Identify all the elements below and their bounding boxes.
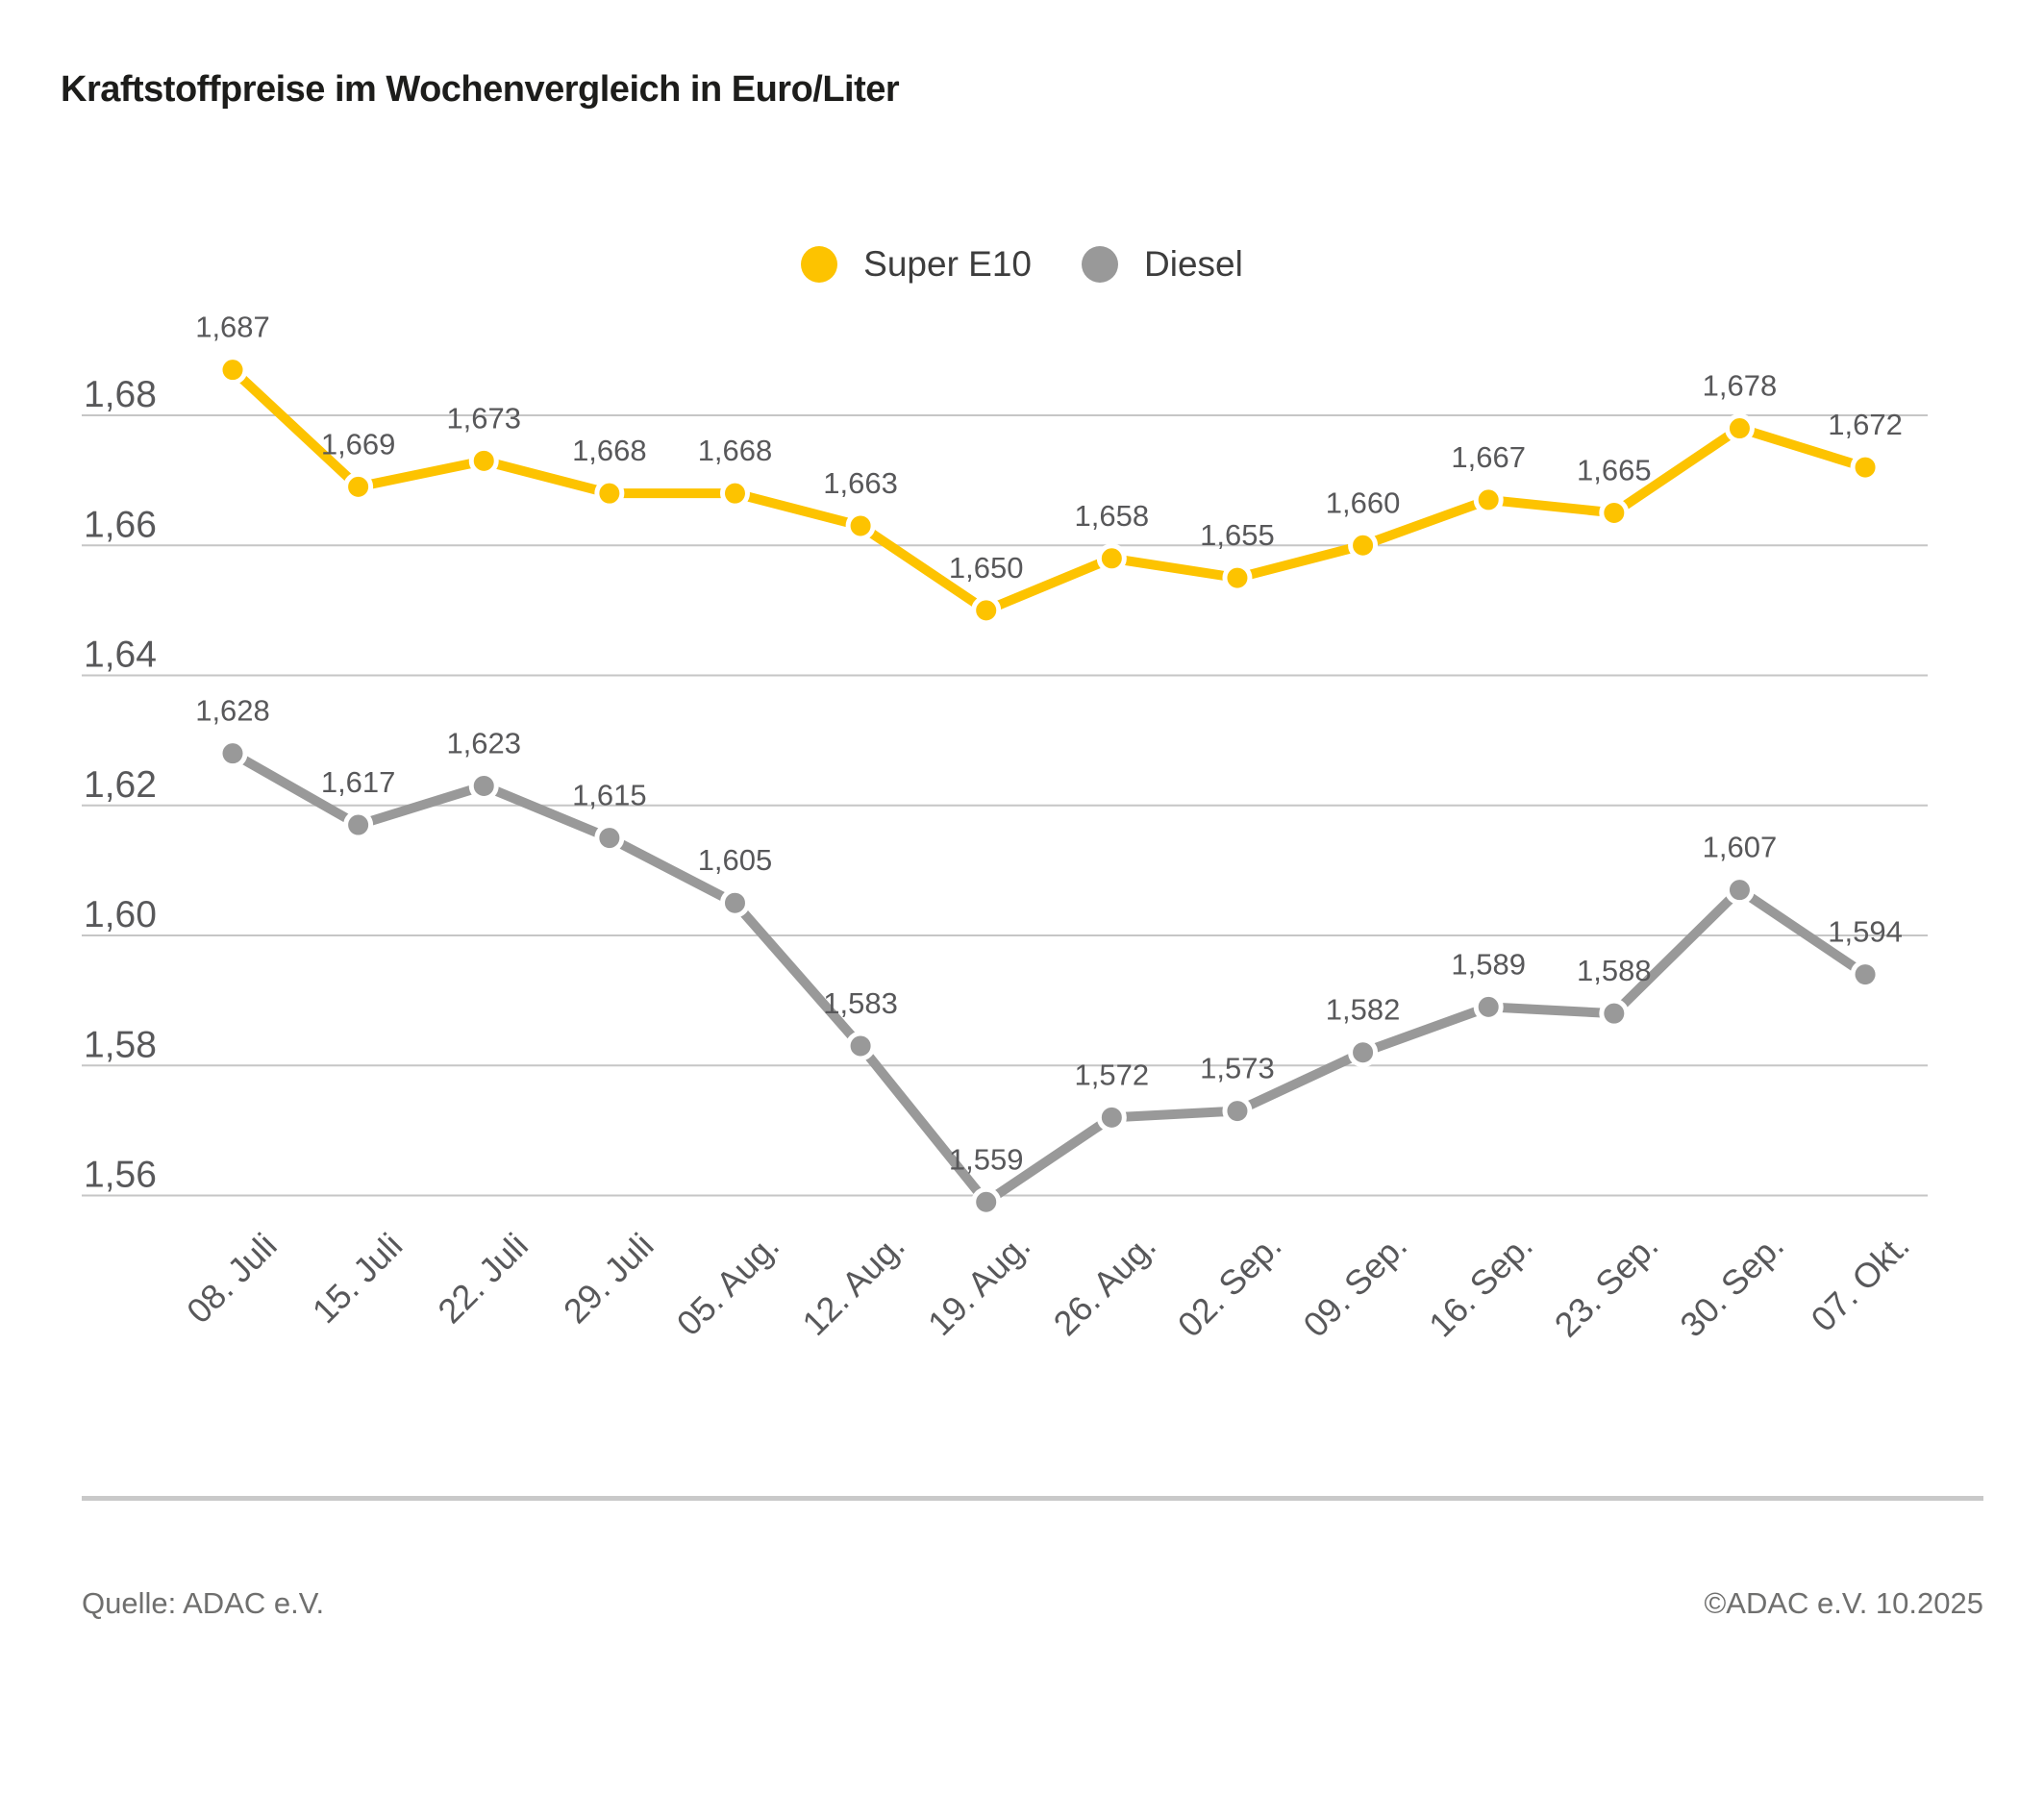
value-label-super-e10: 1,678 [1703, 369, 1778, 403]
legend-label-diesel: Diesel [1144, 244, 1243, 284]
value-label-diesel: 1,615 [572, 779, 647, 812]
x-axis-tick-label: 29. Juli [556, 1226, 661, 1332]
value-label-diesel: 1,623 [446, 726, 521, 760]
value-label-super-e10: 1,665 [1577, 453, 1652, 486]
value-label-super-e10: 1,658 [1075, 499, 1150, 533]
data-point-diesel [1850, 959, 1881, 990]
footer-divider [82, 1496, 1983, 1501]
source-note: Quelle: ADAC e.V. [82, 1586, 325, 1620]
legend-item-super-e10: Super E10 [801, 244, 1032, 285]
value-label-super-e10: 1,660 [1326, 486, 1401, 519]
data-point-super-e10 [719, 478, 750, 509]
data-point-super-e10 [1473, 485, 1504, 515]
x-axis-tick-label: 26. Aug. [1046, 1226, 1163, 1343]
chart-footer: Quelle: ADAC e.V. ©ADAC e.V. 10.2025 [82, 1586, 1983, 1621]
data-point-diesel [971, 1186, 1002, 1217]
value-label-super-e10: 1,663 [823, 466, 898, 500]
value-label-super-e10: 1,669 [321, 427, 396, 461]
data-point-diesel [845, 1031, 876, 1061]
value-label-diesel: 1,583 [823, 986, 898, 1020]
data-point-super-e10 [845, 511, 876, 541]
legend-marker-super-e10-icon [801, 246, 838, 283]
x-axis-tick-label: 05. Aug. [669, 1226, 786, 1343]
x-axis-tick-label: 16. Sep. [1421, 1226, 1540, 1345]
series-line-diesel [230, 749, 1868, 1208]
value-label-super-e10: 1,650 [949, 551, 1024, 585]
x-axis-tick-label: 12. Aug. [794, 1226, 911, 1343]
data-point-super-e10 [594, 478, 625, 509]
value-label-super-e10: 1,668 [572, 434, 647, 467]
value-label-super-e10: 1,668 [698, 434, 773, 467]
chart-title: Kraftstoffpreise im Wochenvergleich in E… [61, 69, 900, 110]
data-point-diesel [1222, 1096, 1253, 1127]
data-point-diesel [343, 809, 374, 840]
value-label-diesel: 1,594 [1828, 915, 1903, 949]
y-axis-tick-label: 1,56 [84, 1155, 157, 1196]
chart-legend: Super E10 Diesel [0, 244, 2044, 285]
x-axis-tick-label: 15. Juli [305, 1226, 411, 1332]
data-point-super-e10 [1096, 543, 1127, 574]
y-axis-tick-label: 1,68 [84, 374, 157, 415]
value-label-diesel: 1,573 [1200, 1052, 1275, 1085]
x-axis-tick-label: 23. Sep. [1547, 1226, 1666, 1345]
x-axis-tick-label: 30. Sep. [1672, 1226, 1791, 1345]
data-point-super-e10 [1724, 413, 1755, 444]
value-label-diesel: 1,588 [1577, 954, 1652, 987]
y-axis-tick-label: 1,64 [84, 635, 157, 676]
value-label-diesel: 1,605 [698, 843, 773, 877]
value-label-super-e10: 1,655 [1200, 518, 1275, 552]
value-label-diesel: 1,607 [1703, 831, 1778, 864]
value-label-diesel: 1,628 [195, 694, 270, 728]
x-axis-tick-label: 08. Juli [179, 1226, 285, 1332]
data-point-diesel [1724, 875, 1755, 906]
y-axis-tick-label: 1,60 [84, 894, 157, 935]
data-point-diesel [1473, 991, 1504, 1022]
data-point-diesel [1599, 998, 1630, 1029]
data-point-super-e10 [1599, 497, 1630, 528]
x-axis-tick-label: 22. Juli [430, 1226, 536, 1332]
legend-item-diesel: Diesel [1082, 244, 1243, 285]
y-axis-tick-label: 1,58 [84, 1024, 157, 1065]
data-point-diesel [468, 770, 499, 801]
data-point-diesel [217, 738, 248, 769]
x-axis-tick-label: 09. Sep. [1295, 1226, 1414, 1345]
value-label-diesel: 1,572 [1075, 1058, 1150, 1091]
value-label-super-e10: 1,687 [195, 311, 270, 344]
data-point-super-e10 [343, 471, 374, 502]
legend-label-super-e10: Super E10 [863, 244, 1033, 284]
data-point-super-e10 [217, 355, 248, 386]
x-axis-tick-label: 07. Okt. [1804, 1226, 1917, 1339]
x-axis-tick-label: 02. Sep. [1170, 1226, 1289, 1345]
copyright-note: ©ADAC e.V. 10.2025 [1704, 1586, 1983, 1620]
data-point-super-e10 [971, 595, 1002, 626]
value-label-diesel: 1,589 [1451, 947, 1526, 981]
data-point-super-e10 [1222, 562, 1253, 593]
y-axis-tick-label: 1,62 [84, 764, 157, 806]
data-point-diesel [719, 887, 750, 918]
data-point-super-e10 [468, 445, 499, 476]
legend-marker-diesel-icon [1082, 246, 1119, 283]
data-point-diesel [1348, 1037, 1379, 1068]
value-label-super-e10: 1,673 [446, 401, 521, 435]
value-label-diesel: 1,582 [1326, 993, 1401, 1027]
data-point-diesel [1096, 1102, 1127, 1133]
data-point-super-e10 [1850, 452, 1881, 483]
value-label-super-e10: 1,667 [1451, 440, 1526, 474]
value-label-super-e10: 1,672 [1828, 408, 1903, 441]
y-axis-tick-label: 1,66 [84, 504, 157, 545]
x-axis-tick-label: 19. Aug. [920, 1226, 1037, 1343]
data-point-super-e10 [1348, 530, 1379, 560]
plot-area: 1,68 1,66 1,64 1,62 1,60 1,58 1,56 08. Juli 15. … [82, 311, 1928, 1345]
data-point-diesel [594, 823, 625, 854]
value-label-diesel: 1,617 [321, 765, 396, 799]
series-line-super-e10 [229, 366, 1867, 615]
value-label-diesel: 1,559 [949, 1142, 1024, 1176]
